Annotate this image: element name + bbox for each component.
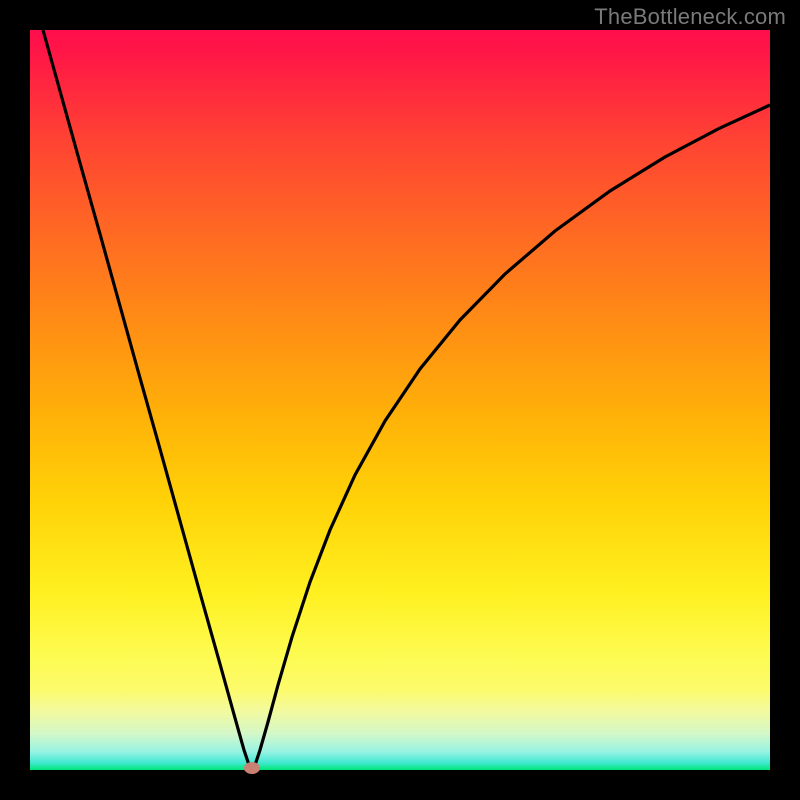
watermark-text: TheBottleneck.com <box>594 4 786 30</box>
minimum-marker <box>244 762 260 774</box>
bottleneck-curve <box>43 30 770 770</box>
plot-area <box>30 30 770 770</box>
chart-outer-frame: TheBottleneck.com <box>0 0 800 800</box>
curve-layer <box>30 30 770 770</box>
